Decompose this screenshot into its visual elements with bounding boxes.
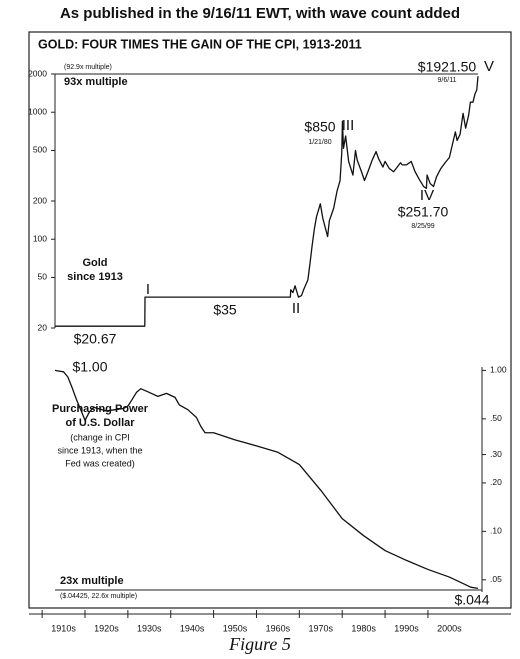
x-tick-label: 1940s	[180, 623, 205, 633]
y-tick-label: .10	[490, 526, 502, 536]
heading: As published in the 9/16/11 EWT, with wa…	[60, 5, 460, 22]
annotation: V	[484, 58, 494, 75]
annotation: $.044	[454, 592, 489, 608]
annotation: I	[146, 281, 150, 298]
x-tick-label: 1990s	[394, 623, 419, 633]
annotation: $1.00	[72, 359, 107, 375]
y-tick-label: .05	[490, 574, 502, 584]
annotation: ($.04425, 22.6x multiple)	[60, 593, 137, 600]
annotation: Purchasing Power	[52, 403, 149, 415]
y-tick-label: 1.00	[490, 365, 507, 375]
annotation: 8/25/99	[411, 223, 434, 230]
annotation: $35	[213, 302, 237, 318]
y-tick-label: .20	[490, 477, 502, 487]
caption: Figure 5	[228, 634, 291, 654]
annotation: $251.70	[398, 204, 449, 220]
annotation: (92.9x multiple)	[64, 64, 112, 71]
annotation: (change in CPI	[70, 432, 130, 442]
y-tick-label: .30	[490, 449, 502, 459]
y-tick-label: 50	[38, 272, 48, 282]
annotation: since 1913, when the	[57, 445, 142, 455]
annotation: since 1913	[67, 271, 123, 283]
annotation: III	[342, 117, 355, 134]
x-tick-label: 1980s	[351, 623, 376, 633]
chart-title: GOLD: FOUR TIMES THE GAIN OF THE CPI, 19…	[38, 37, 362, 51]
y-tick-label: .50	[490, 413, 502, 423]
x-tick-label: 1960s	[266, 623, 291, 633]
y-tick-label: 100	[33, 233, 47, 243]
annotation: IV	[420, 187, 434, 204]
data-line	[55, 76, 479, 327]
annotation: $1921.50	[418, 59, 477, 75]
frame	[28, 31, 512, 609]
y-tick-label: 200	[33, 195, 47, 205]
x-tick-label: 1950s	[223, 623, 248, 633]
annotation: 93x multiple	[64, 76, 128, 88]
annotation: II	[292, 300, 300, 317]
y-tick-label: 2000	[28, 68, 47, 78]
data-line	[54, 369, 479, 589]
annotation: $850	[304, 119, 335, 135]
x-tick-label: 1910s	[51, 623, 76, 633]
y-tick-label: 1000	[28, 106, 47, 116]
x-tick-label: 1920s	[94, 623, 119, 633]
annotation: 1/21/80	[308, 139, 331, 146]
x-tick-label: 1930s	[137, 623, 162, 633]
annotation: Gold	[82, 257, 107, 269]
y-tick-label: 500	[33, 145, 47, 155]
annotation: 9/6/11	[438, 77, 457, 84]
annotation: 23x multiple	[60, 575, 124, 587]
x-tick-label: 2000s	[437, 623, 462, 633]
y-tick-label: 20	[38, 322, 48, 332]
annotation: $20.67	[74, 331, 117, 347]
x-tick-label: 1970s	[309, 623, 334, 633]
annotation: Fed was created)	[65, 458, 135, 468]
annotation: of U.S. Dollar	[65, 417, 135, 429]
